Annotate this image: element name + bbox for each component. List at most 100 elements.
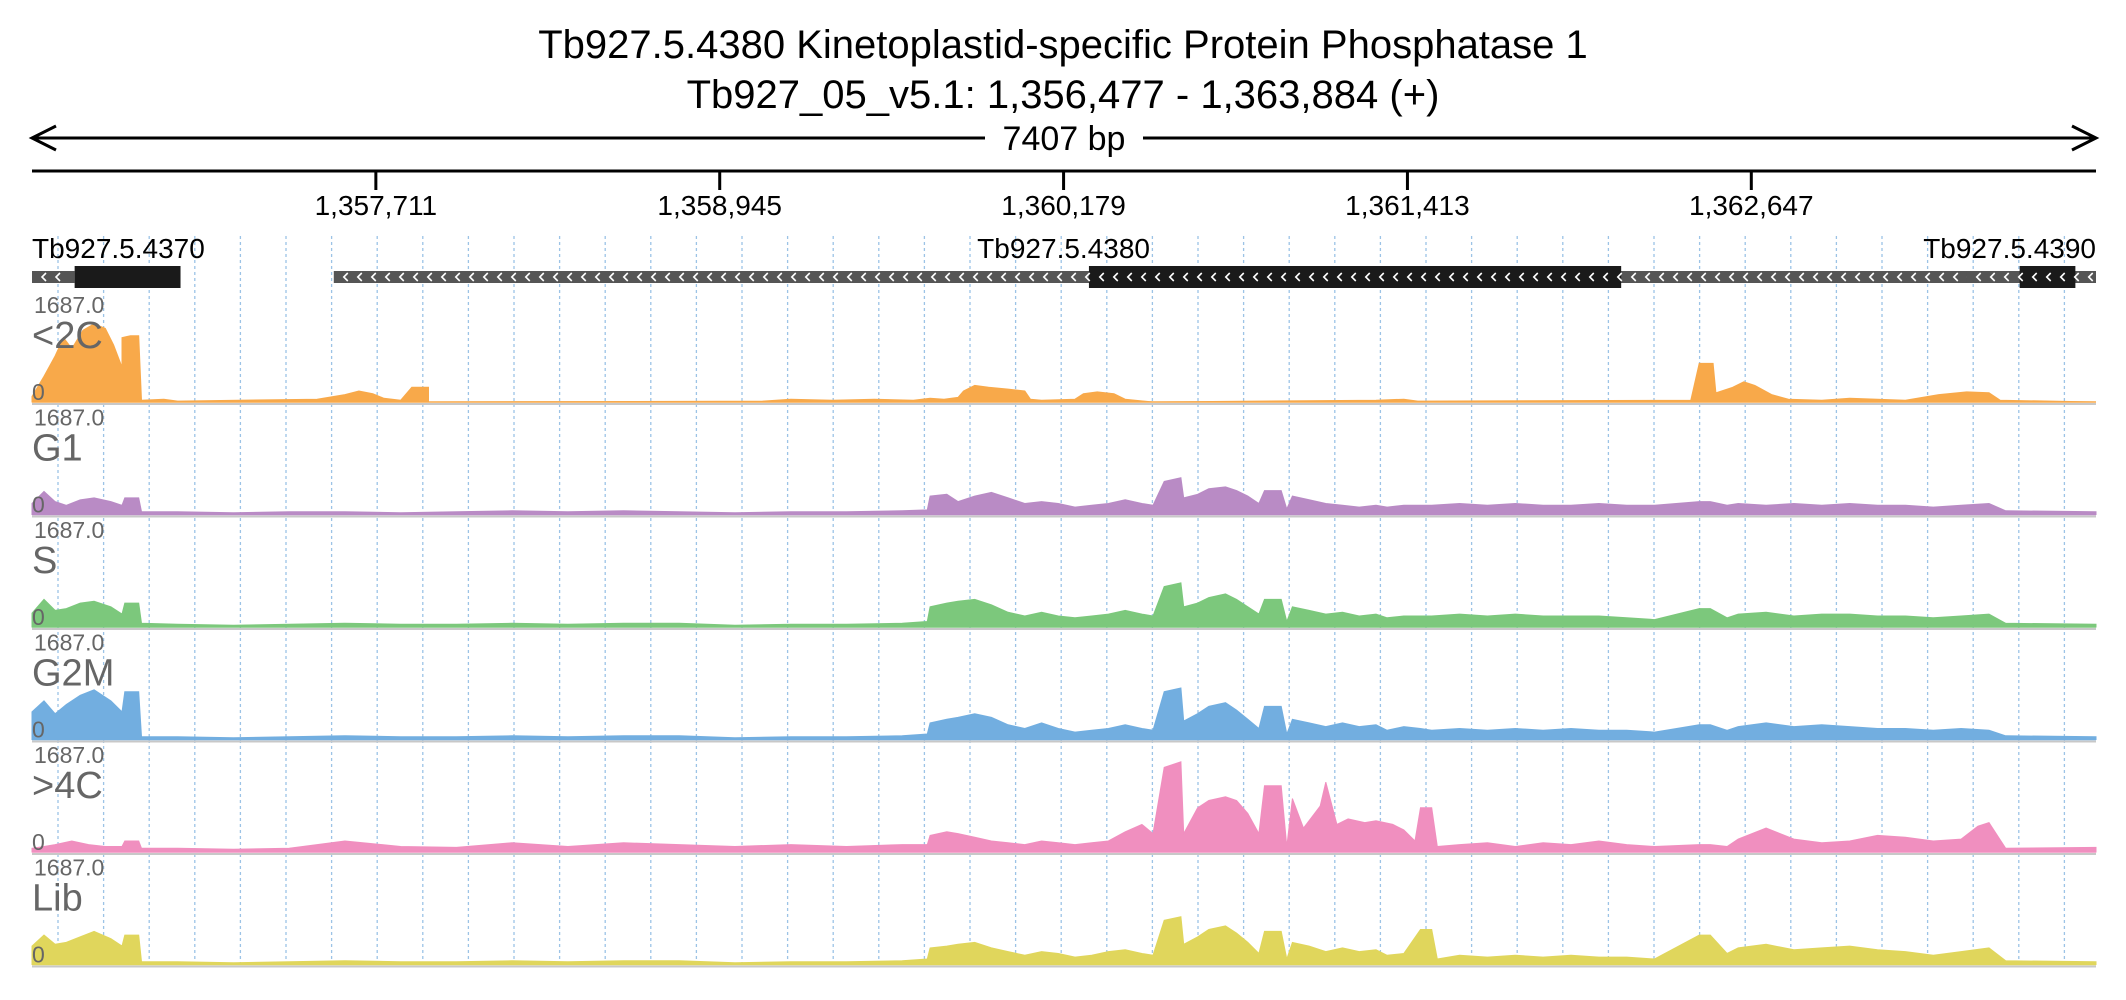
- strand-arrow-icon: [1798, 272, 1805, 282]
- strand-arrow-icon: [1784, 272, 1791, 282]
- gene-cds-bar: [74, 266, 181, 288]
- strand-arrow-icon: [1728, 272, 1735, 282]
- strand-arrow-icon: [622, 272, 629, 282]
- strand-arrow-icon: [986, 272, 993, 282]
- strand-arrow-icon: [1826, 272, 1833, 282]
- coverage-track: 1687.0G1 0: [31, 405, 2097, 518]
- span-length-label: 7407 bp: [1003, 120, 1126, 158]
- strand-arrow-icon: [1975, 272, 1982, 282]
- strand-arrow-icon: [1504, 272, 1511, 282]
- strand-arrow-icon: [1644, 272, 1651, 282]
- track-name: G1: [32, 428, 83, 470]
- strand-arrow-icon: [426, 272, 433, 282]
- strand-arrow-icon: [1308, 272, 1315, 282]
- strand-arrow-icon: [1840, 272, 1847, 282]
- y-zero-label: 0: [32, 829, 45, 855]
- gene-utr-bar: [32, 271, 75, 283]
- strand-arrow-icon: [482, 272, 489, 282]
- strand-arrow-icon: [678, 272, 685, 282]
- strand-arrow-icon: [2017, 272, 2024, 282]
- strand-arrow-icon: [40, 272, 47, 282]
- strand-arrow-icon: [1756, 272, 1763, 282]
- y-zero-label: 0: [32, 379, 45, 405]
- y-zero-label: 0: [32, 604, 45, 630]
- strand-arrow-icon: [2059, 272, 2066, 282]
- tick-label: 1,357,711: [315, 190, 438, 221]
- y-zero-label: 0: [32, 717, 45, 743]
- strand-arrow-icon: [1924, 272, 1931, 282]
- strand-arrow-icon: [524, 272, 531, 282]
- y-max-label: 1687.0: [34, 742, 104, 768]
- strand-arrow-icon: [1448, 272, 1455, 282]
- strand-arrow-icon: [454, 272, 461, 282]
- strand-arrow-icon: [1910, 272, 1917, 282]
- strand-arrow-icon: [916, 272, 923, 282]
- strand-arrow-icon: [1896, 272, 1903, 282]
- y-zero-label: 0: [32, 492, 45, 518]
- strand-arrow-icon: [1616, 272, 1623, 282]
- strand-arrow-icon: [1882, 272, 1889, 282]
- y-max-label: 1687.0: [34, 405, 104, 431]
- figure-title-location: Tb927_05_v5.1: 1,356,477 - 1,363,884 (+): [687, 73, 1440, 117]
- strand-arrow-icon: [692, 272, 699, 282]
- strand-arrow-icon: [1042, 272, 1049, 282]
- strand-arrow-icon: [1560, 272, 1567, 282]
- span-arrow-left-icon: [28, 124, 57, 152]
- strand-arrow-icon: [552, 272, 559, 282]
- strand-arrow-icon: [790, 272, 797, 282]
- strand-arrow-icon: [1700, 272, 1707, 282]
- y-max-label: 1687.0: [34, 292, 104, 318]
- strand-arrow-icon: [1812, 272, 1819, 282]
- strand-arrow-icon: [1462, 272, 1469, 282]
- coverage-track: 1687.0>4C 0: [31, 742, 2097, 855]
- strand-arrow-icon: [748, 272, 755, 282]
- strand-arrow-icon: [342, 272, 349, 282]
- strand-arrow-icon: [1336, 272, 1343, 282]
- strand-arrow-icon: [1518, 272, 1525, 282]
- strand-arrow-icon: [1868, 272, 1875, 282]
- span-indicator: 7407 bp: [28, 120, 2100, 158]
- strand-arrow-icon: [496, 272, 503, 282]
- strand-arrow-icon: [566, 272, 573, 282]
- strand-arrow-icon: [1420, 272, 1427, 282]
- strand-arrow-icon: [1658, 272, 1665, 282]
- strand-arrow-icon: [510, 272, 517, 282]
- strand-arrow-icon: [1210, 272, 1217, 282]
- strand-arrow-icon: [874, 272, 881, 282]
- strand-arrow-icon: [832, 272, 839, 282]
- strand-arrow-icon: [1084, 272, 1091, 282]
- strand-arrow-icon: [1350, 272, 1357, 282]
- strand-arrow-icon: [1378, 272, 1385, 282]
- strand-arrow-icon: [1588, 272, 1595, 282]
- strand-arrow-icon: [1854, 272, 1861, 282]
- span-arrow-right-icon: [2071, 124, 2100, 152]
- strand-arrow-icon: [972, 272, 979, 282]
- strand-arrow-icon: [1140, 272, 1147, 282]
- tick-label: 1,360,179: [1001, 190, 1126, 221]
- strand-arrow-icon: [636, 272, 643, 282]
- strand-arrow-icon: [1252, 272, 1259, 282]
- strand-arrow-icon: [930, 272, 937, 282]
- strand-arrow-icon: [1112, 272, 1119, 282]
- strand-arrow-icon: [1770, 272, 1777, 282]
- strand-arrow-icon: [1532, 272, 1539, 282]
- strand-arrow-icon: [1952, 272, 1959, 282]
- strand-arrow-icon: [1126, 272, 1133, 282]
- strand-arrow-icon: [958, 272, 965, 282]
- strand-arrow-icon: [1364, 272, 1371, 282]
- strand-arrow-icon: [944, 272, 951, 282]
- y-max-label: 1687.0: [34, 517, 104, 543]
- strand-arrow-icon: [664, 272, 671, 282]
- strand-arrow-icon: [1434, 272, 1441, 282]
- strand-arrow-icon: [1028, 272, 1035, 282]
- strand-arrow-icon: [1686, 272, 1693, 282]
- strand-arrow-icon: [762, 272, 769, 282]
- strand-arrow-icon: [1196, 272, 1203, 282]
- strand-arrow-icon: [706, 272, 713, 282]
- strand-arrow-icon: [538, 272, 545, 282]
- strand-arrow-icon: [54, 272, 61, 282]
- tick-label: 1,362,647: [1689, 190, 1814, 221]
- track-name: Lib: [32, 878, 83, 920]
- strand-arrow-icon: [2045, 272, 2052, 282]
